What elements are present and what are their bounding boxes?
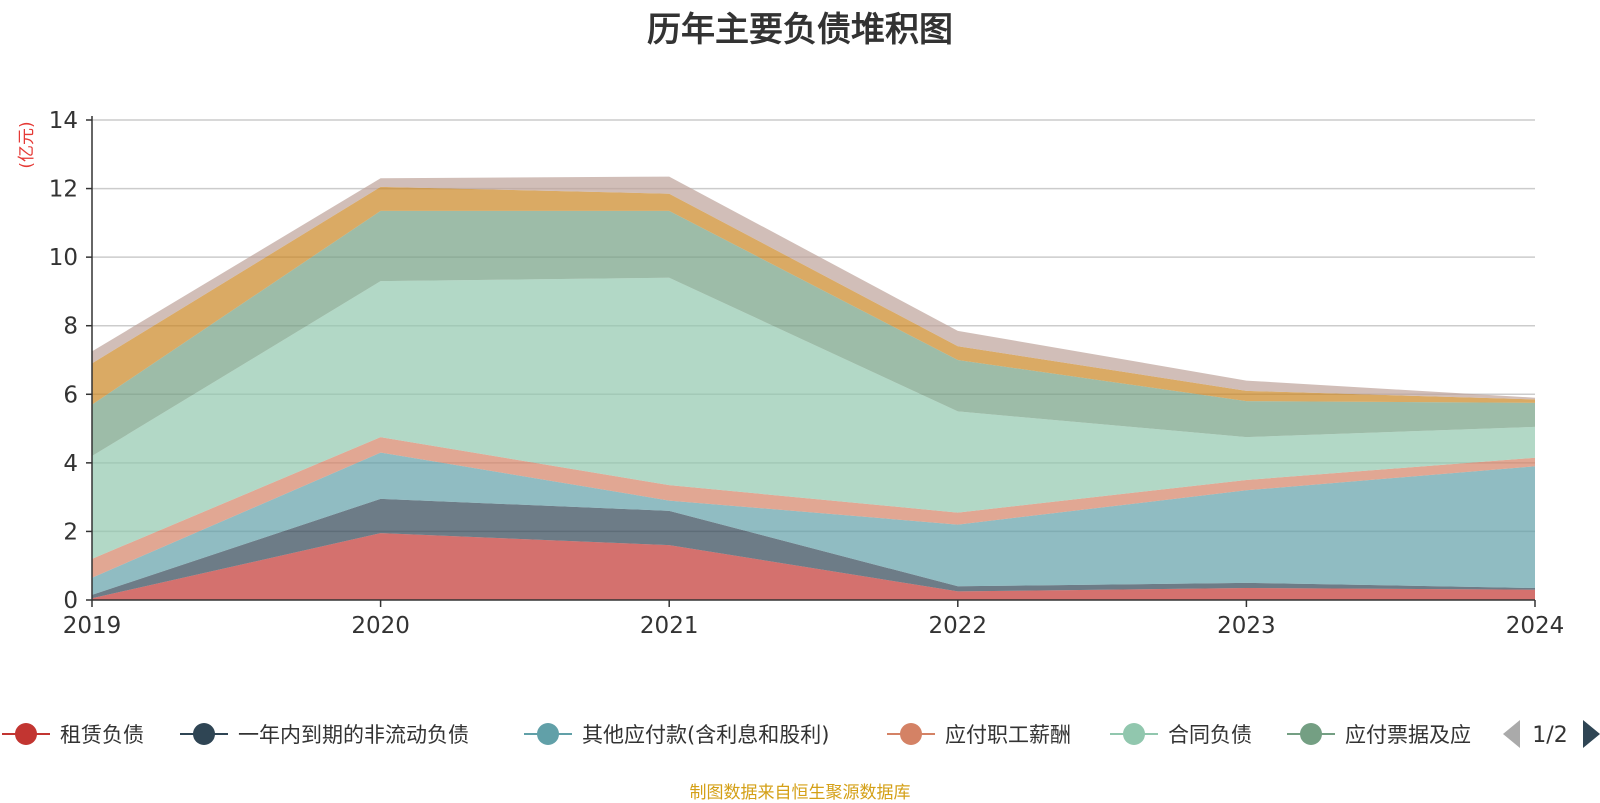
legend-page-indicator: 1/2	[1532, 723, 1567, 748]
x-tick-label: 2021	[640, 613, 699, 639]
legend-marker	[900, 723, 922, 745]
y-tick-label: 10	[49, 245, 78, 271]
data-source-note: 制图数据来自恒生聚源数据库	[689, 783, 911, 803]
legend: 租赁负债 一年内到期的非流动负债 其他应付款(含利息和股利) 应付职工薪酬 合同负债 应付…	[2, 720, 1600, 748]
x-tick-label: 2024	[1506, 613, 1565, 639]
legend-item[interactable]: 租赁负债	[2, 723, 144, 747]
area-series-6	[92, 210, 1535, 456]
legend-label: 应付票据及应	[1345, 723, 1471, 747]
legend-item[interactable]: 应付职工薪酬	[887, 723, 1071, 747]
area-series-1	[92, 533, 1535, 600]
legend-marker	[193, 723, 215, 745]
legend-marker	[1300, 723, 1322, 745]
x-tick-label: 2023	[1217, 613, 1276, 639]
legend-label: 一年内到期的非流动负债	[238, 723, 469, 747]
legend-item[interactable]: 合同负债	[1110, 723, 1252, 747]
legend-next-icon[interactable]	[1583, 720, 1600, 748]
y-axis-label: (亿元)	[17, 121, 37, 168]
legend-marker	[537, 723, 559, 745]
legend-item[interactable]: 一年内到期的非流动负债	[180, 723, 469, 747]
area-series-2	[92, 498, 1535, 599]
legend-marker	[1123, 723, 1145, 745]
legend-prev-icon[interactable]	[1503, 720, 1520, 748]
area-series-5	[92, 277, 1535, 559]
legend-marker	[15, 723, 37, 745]
area-series-4	[92, 437, 1535, 578]
y-tick-label: 4	[63, 451, 78, 477]
y-tick-label: 6	[63, 382, 78, 408]
legend-label: 其他应付款(含利息和股利)	[582, 723, 829, 747]
y-tick-label: 14	[49, 108, 78, 134]
chart-title: 历年主要负债堆积图	[647, 10, 953, 50]
x-tick-label: 2020	[351, 613, 410, 639]
y-tick-label: 0	[63, 588, 78, 614]
y-tick-label: 2	[63, 519, 78, 545]
legend-label: 应付职工薪酬	[945, 723, 1071, 747]
axes: 0 2 4 6 8 10 12 14 2019 2020 2021 2022 2023 2024	[49, 108, 1565, 639]
legend-label: 合同负债	[1168, 723, 1252, 747]
legend-label: 租赁负债	[60, 723, 144, 747]
area-series-3	[92, 452, 1535, 595]
x-tick-label: 2022	[929, 613, 988, 639]
legend-item[interactable]: 应付票据及应	[1287, 723, 1471, 747]
x-tick-label: 2019	[63, 613, 122, 639]
y-tick-label: 8	[63, 314, 78, 340]
area-series	[92, 176, 1535, 600]
y-tick-label: 12	[49, 177, 78, 203]
legend-item[interactable]: 其他应付款(含利息和股利)	[524, 723, 829, 747]
